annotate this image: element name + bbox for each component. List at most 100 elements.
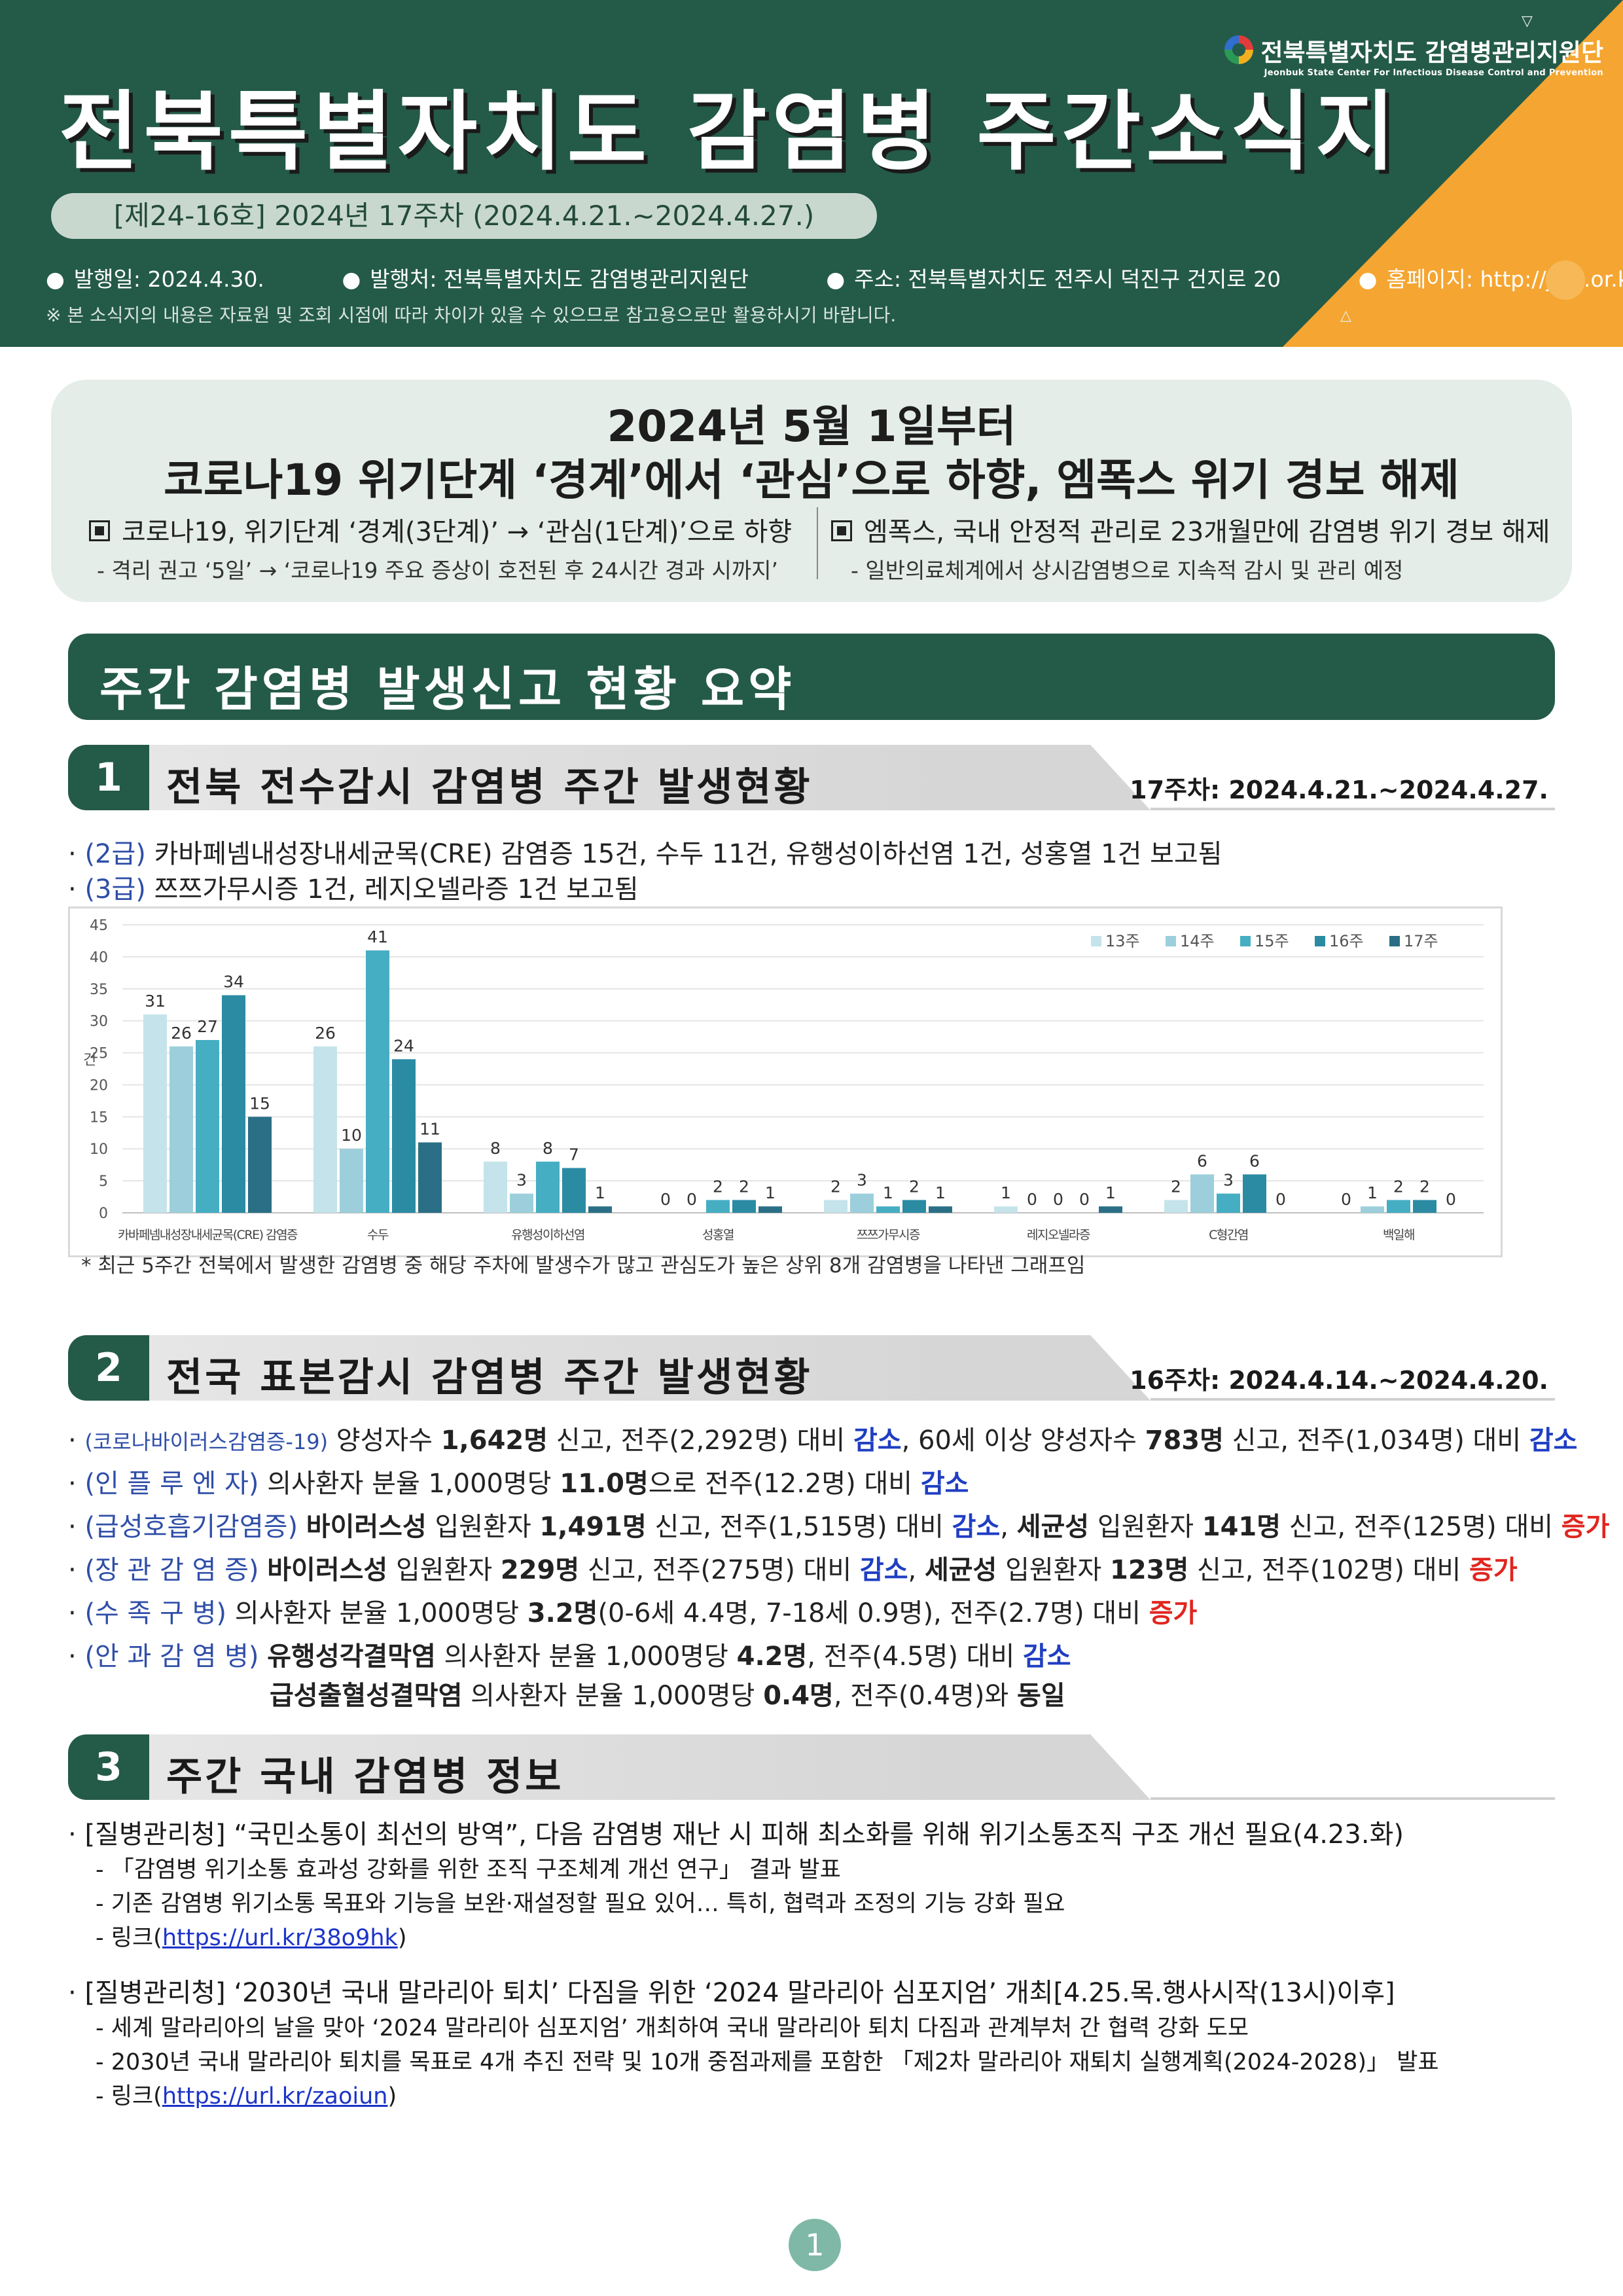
data-label: 26 xyxy=(171,1024,192,1043)
bar xyxy=(850,1193,874,1213)
data-label: 34 xyxy=(223,973,244,992)
bar xyxy=(484,1161,507,1213)
notice-covid-sub: - 격리 권고 ‘5일’ → ‘코로나19 주요 증상이 호전된 후 24시간 … xyxy=(97,558,779,583)
org-name-ko: 전북특별자치도 감염병관리지원단 xyxy=(1260,39,1603,67)
org-name-en: Jeonbuk State Center For Infectious Dise… xyxy=(1264,68,1603,78)
data-label: 2 xyxy=(713,1177,723,1196)
data-label: 1 xyxy=(765,1183,776,1202)
bar xyxy=(1387,1200,1410,1213)
news-item-2-line: - 세계 말라리아의 날을 맞아 ‘2024 말라리아 심포지엄’ 개최하여 국… xyxy=(96,2015,1249,2041)
meta-publisher: ● 발행처: 전북특별자치도 감염병관리지원단 xyxy=(342,266,749,292)
section-1-bullet-grade2: · (2급) 카바페넴내성장내세균목(CRE) 감염증 15건, 수두 11건,… xyxy=(68,839,1222,869)
y-tick-label: 5 xyxy=(99,1174,108,1190)
notice-headline: 코로나19 위기단계 ‘경계’에서 ‘관심’으로 하향, 엠폭스 위기 경보 해… xyxy=(164,455,1459,505)
bar xyxy=(994,1206,1018,1213)
legend-label: 14주 xyxy=(1180,932,1215,950)
surveillance-item-tag: (수 족 구 병) xyxy=(84,1598,226,1628)
header-banner: 전북특별자치도 감염병 주간소식지 [제24-16호] 2024년 17주차 (… xyxy=(0,0,1623,347)
section-number: 2 xyxy=(68,1335,149,1401)
bar xyxy=(902,1200,926,1213)
data-label: 26 xyxy=(315,1024,336,1043)
news-item-1-line: - 기존 감염병 위기소통 목표와 기능을 보완·재설정할 필요 있어… 특히,… xyxy=(96,1891,1065,1917)
data-label: 6 xyxy=(1249,1151,1260,1170)
data-label: 1 xyxy=(1105,1183,1116,1202)
bar xyxy=(222,995,245,1213)
data-label: 2 xyxy=(1419,1177,1430,1196)
bar xyxy=(758,1206,782,1213)
data-label: 27 xyxy=(197,1017,218,1036)
data-label: 0 xyxy=(1053,1190,1063,1209)
bar xyxy=(1217,1193,1240,1213)
section-1-header: 1 전북 전수감시 감염병 주간 발생현황 17주차: 2024.4.21.~2… xyxy=(68,745,1555,810)
x-tick-label: 성홍열 xyxy=(702,1228,734,1242)
data-label: 0 xyxy=(1079,1190,1090,1209)
org-logo: 전북특별자치도 감염병관리지원단 Jeonbuk State Center Fo… xyxy=(1224,33,1603,78)
data-label: 0 xyxy=(1446,1190,1456,1209)
x-tick-label: 백일해 xyxy=(1383,1228,1414,1242)
surveillance-item-tag: (코로나바이러스감염증-19) xyxy=(84,1429,329,1454)
policy-notice-box: 2024년 5월 1일부터 코로나19 위기단계 ‘경계’에서 ‘관심’으로 하… xyxy=(51,380,1572,602)
data-label: 1 xyxy=(883,1183,893,1202)
x-tick-label: 레지오넬라증 xyxy=(1027,1228,1090,1242)
bar xyxy=(562,1168,586,1213)
section-period: 17주차: 2024.4.21.~2024.4.27. xyxy=(1130,776,1548,804)
page-number: 1 xyxy=(789,2219,841,2271)
bar xyxy=(1361,1206,1384,1213)
issue-badge: [제24-16호] 2024년 17주차 (2024.4.21.~2024.4.… xyxy=(51,193,877,239)
section-3-header: 3 주간 국내 감염병 정보 xyxy=(68,1734,1555,1800)
surveillance-item: · (수 족 구 병) 의사환자 분율 1,000명당 3.2명(0-6세 4.… xyxy=(68,1598,1198,1628)
section-number: 3 xyxy=(68,1734,149,1800)
y-tick-label: 20 xyxy=(90,1077,108,1094)
section-title: 전북 전수감시 감염병 주간 발생현황 xyxy=(166,764,813,810)
news-link[interactable]: https://url.kr/zaoiun xyxy=(162,2083,388,2109)
bar xyxy=(1164,1200,1188,1213)
x-tick-label: 유행성이하선염 xyxy=(511,1228,584,1242)
y-axis-label: 건 xyxy=(83,1052,96,1068)
data-label: 3 xyxy=(516,1171,527,1190)
data-label: 0 xyxy=(1341,1190,1351,1209)
notice-mpox-sub: - 일반의료체계에서 상시감염병으로 지속적 감시 및 관리 예정 xyxy=(851,558,1404,583)
notice-mpox-item: 엠폭스, 국내 안정적 관리로 23개월만에 감염병 위기 경보 해제 xyxy=(831,511,1550,548)
surveillance-item-tag: (인 플 루 엔 자) xyxy=(84,1469,259,1499)
summary-title: 주간 감염병 발생신고 현황 요약 xyxy=(99,662,796,717)
data-label: 10 xyxy=(341,1126,362,1145)
news-item-2-line: - 2030년 국내 말라리아 퇴치를 목표로 4개 추진 전략 및 10개 중… xyxy=(96,2049,1439,2075)
bar xyxy=(248,1117,272,1213)
bar xyxy=(732,1200,756,1213)
bar xyxy=(706,1200,730,1213)
surveillance-item: · (인 플 루 엔 자) 의사환자 분율 1,000명당 11.0명으로 전주… xyxy=(68,1469,969,1499)
legend-label: 16주 xyxy=(1329,932,1364,950)
legend-label: 17주 xyxy=(1404,932,1438,950)
bar xyxy=(340,1149,363,1213)
y-tick-label: 25 xyxy=(90,1046,108,1062)
y-tick-label: 30 xyxy=(90,1014,108,1030)
data-label: 31 xyxy=(145,992,166,1011)
section-title: 주간 국내 감염병 정보 xyxy=(166,1754,564,1800)
surveillance-item: · (안 과 감 염 병) 유행성각결막염 의사환자 분율 1,000명당 4.… xyxy=(68,1641,1071,1672)
data-label: 2 xyxy=(1393,1177,1404,1196)
news-link[interactable]: https://url.kr/38o9hk xyxy=(162,1925,398,1951)
bar xyxy=(143,1014,167,1213)
chart-footnote: * 최근 5주간 전북에서 발생한 감염병 중 해당 주차에 발생수가 많고 관… xyxy=(81,1254,1086,1278)
news-item-2-headline: · [질병관리청] ‘2030년 국내 말라리아 퇴치’ 다짐을 위한 ‘202… xyxy=(68,1978,1395,2008)
data-label: 1 xyxy=(595,1183,605,1202)
bar xyxy=(929,1206,952,1213)
decorative-dot xyxy=(1546,260,1585,300)
y-tick-label: 10 xyxy=(90,1141,108,1158)
y-tick-label: 40 xyxy=(90,950,108,966)
notice-divider xyxy=(817,507,818,579)
legend-swatch xyxy=(1315,936,1325,946)
bar xyxy=(418,1142,442,1213)
summary-banner: 주간 감염병 발생신고 현황 요약 xyxy=(68,634,1555,720)
data-label: 11 xyxy=(419,1119,440,1138)
checkbox-icon xyxy=(89,520,110,541)
surveillance-item-tag: (장 관 감 염 증) xyxy=(84,1555,259,1585)
bar xyxy=(1099,1206,1122,1213)
bar xyxy=(1243,1174,1266,1213)
data-label: 41 xyxy=(367,927,388,946)
section-period: 16주차: 2024.4.14.~2024.4.20. xyxy=(1130,1366,1548,1395)
bar xyxy=(1190,1174,1214,1213)
notice-covid-item: 코로나19, 위기단계 ‘경계(3단계)’ → ‘관심(1단계)’으로 하향 xyxy=(89,511,792,548)
data-label: 2 xyxy=(739,1177,749,1196)
